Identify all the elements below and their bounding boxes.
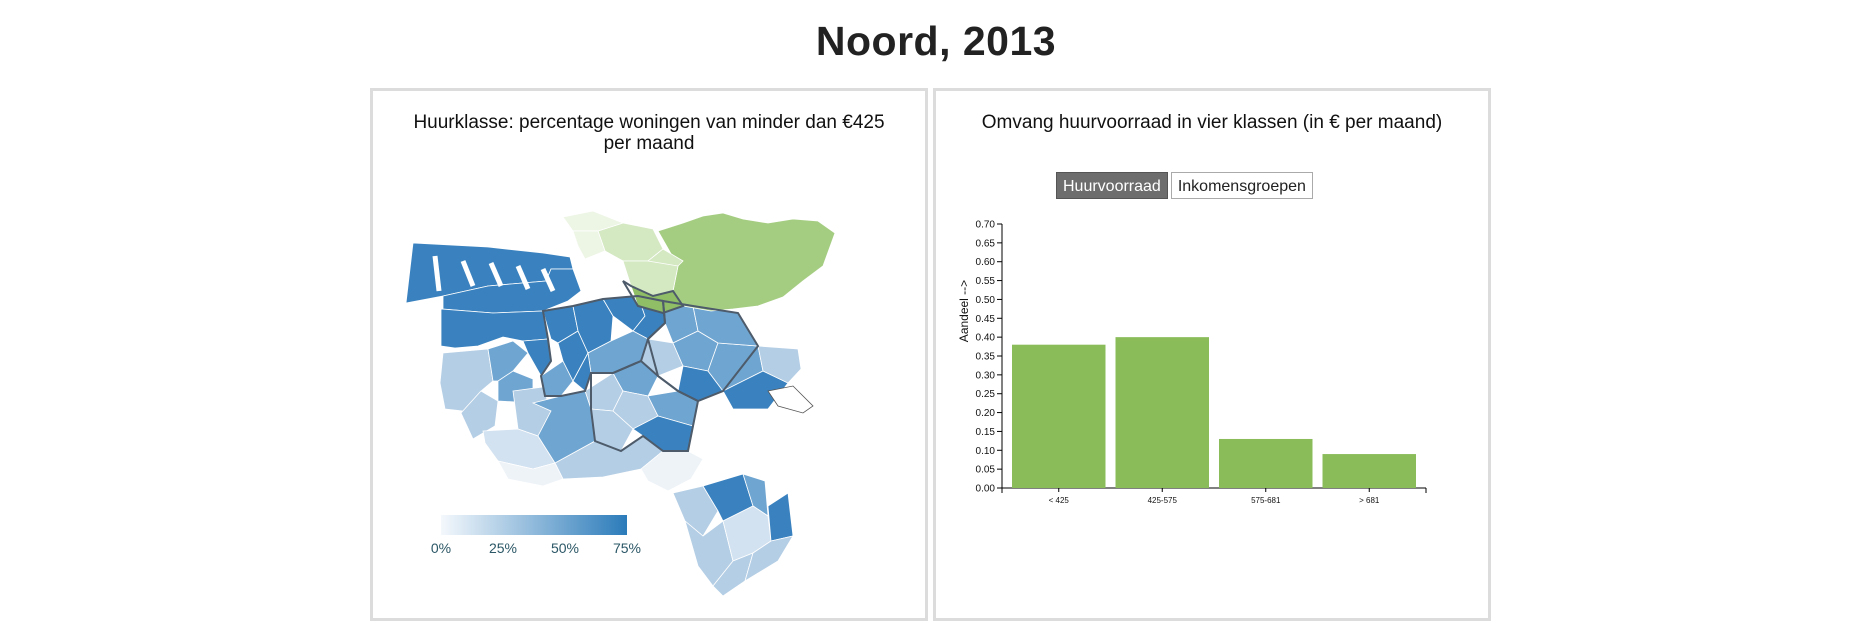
x-tick-label: 575-681 (1251, 496, 1281, 505)
y-tick-label: 0.10 (976, 446, 996, 457)
chart-toggle-group: Huurvoorraad Inkomensgroepen (1056, 172, 1316, 199)
y-tick-label: 0.00 (976, 484, 996, 495)
bar (1219, 438, 1313, 488)
legend-tick-75: 75% (613, 540, 641, 556)
y-tick-label: 0.25 (976, 389, 996, 400)
map-legend: 0% 25% 50% 75% (431, 515, 641, 556)
y-tick-label: 0.30 (976, 370, 996, 381)
legend-tick-50: 50% (551, 540, 579, 556)
y-tick-label: 0.05 (976, 465, 996, 476)
toggle-huurvoorraad[interactable]: Huurvoorraad (1056, 172, 1168, 199)
choropleth-map[interactable]: 0% 25% 50% 75% (373, 91, 925, 618)
region-west-outer[interactable] (440, 308, 549, 349)
y-tick-label: 0.45 (976, 314, 996, 325)
region-bos-en-lommer[interactable] (522, 338, 552, 377)
region-noord-west[interactable] (597, 222, 664, 262)
page-title: Noord, 2013 (815, 18, 1057, 64)
region-noord-pale-1[interactable] (562, 210, 625, 232)
region-zuidoost-7[interactable] (767, 492, 794, 542)
x-tick-label: < 425 (1049, 496, 1070, 505)
chart-panel-title: Omvang huurvoorraad in vier klassen (in … (981, 112, 1443, 133)
legend-gradient-bar (441, 515, 627, 535)
x-tick-label: > 681 (1359, 496, 1380, 505)
y-tick-label: 0.55 (976, 276, 996, 287)
toggle-inkomensgroepen[interactable]: Inkomensgroepen (1170, 172, 1313, 199)
region-zuidoost-8[interactable] (744, 535, 794, 582)
y-tick-label: 0.40 (976, 333, 996, 344)
map-panel-title: Huurklasse: percentage woningen van mind… (413, 112, 885, 154)
region-nieuw-west-3[interactable] (460, 390, 499, 440)
legend-tick-25: 25% (489, 540, 517, 556)
x-tick-label: 425-575 (1148, 496, 1178, 505)
map-regions (405, 210, 836, 597)
y-tick-label: 0.65 (976, 238, 996, 249)
y-tick-label: 0.35 (976, 352, 996, 363)
y-tick-label: 0.70 (976, 220, 996, 231)
region-zuid-7[interactable] (640, 450, 704, 492)
legend-tick-0: 0% (431, 540, 451, 556)
region-oost-6[interactable] (757, 345, 802, 384)
y-axis-label: Aandeel --> (957, 280, 971, 342)
region-zuidoost-1[interactable] (672, 485, 719, 537)
bar (1322, 454, 1416, 488)
district-outlines (539, 280, 760, 453)
region-noord-main[interactable] (657, 212, 836, 312)
y-tick-label: 0.50 (976, 295, 996, 306)
bar (1012, 344, 1106, 488)
region-ijburg[interactable] (767, 385, 814, 414)
chart-panel: Omvang huurvoorraad in vier klassen (in … (933, 88, 1491, 621)
map-panel: Huurklasse: percentage woningen van mind… (370, 88, 928, 621)
y-tick-label: 0.60 (976, 257, 996, 268)
bar (1115, 337, 1209, 488)
region-zuidas[interactable] (497, 460, 564, 487)
bar-chart: 0.00 0.05 0.10 0.15 0.20 0.25 0.30 0.35 0.40 0.45… (957, 220, 1427, 505)
region-noord-light-3[interactable] (647, 248, 684, 267)
region-noord-pale-2[interactable] (572, 230, 606, 260)
y-tick-label: 0.20 (976, 408, 996, 419)
harbour-lines (432, 255, 556, 293)
y-tick-label: 0.15 (976, 427, 996, 438)
